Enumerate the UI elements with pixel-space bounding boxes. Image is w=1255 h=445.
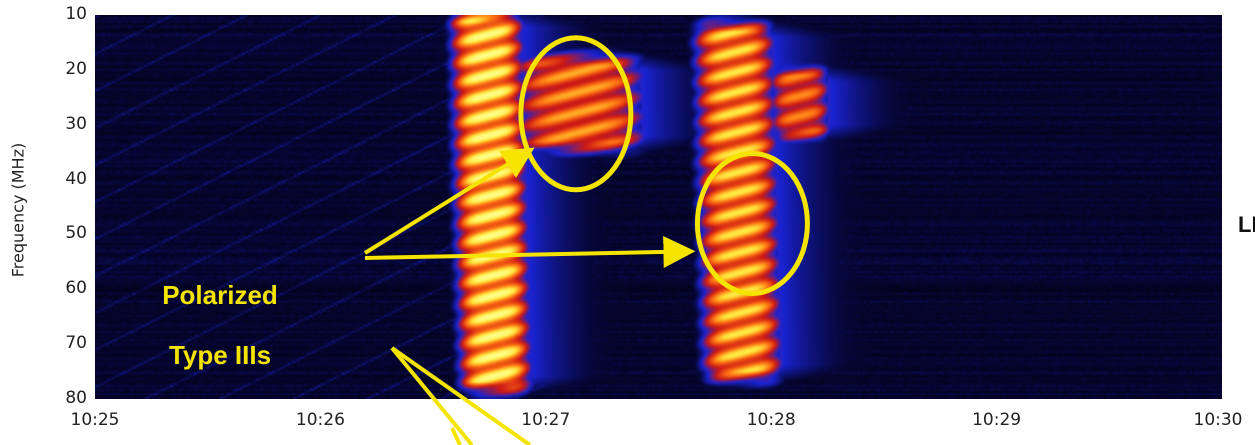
arrow-to-region-1: [363, 147, 535, 255]
type-iiis-label-line2: Type IIIs: [168, 340, 272, 370]
x-tick-label: 10:27: [521, 410, 571, 430]
y-tick-label: 20: [65, 58, 87, 79]
y-tick-label: 80: [65, 388, 87, 408]
x-tick-label: 10:28: [746, 410, 796, 430]
circled-region-1: [518, 35, 634, 193]
pointer-line-c: [450, 427, 462, 445]
arrow-to-region-2: [364, 235, 696, 268]
polarized-label-line1: Polarized: [162, 280, 278, 310]
y-tick-label: 40: [65, 168, 87, 189]
y-tick-label: 30: [65, 113, 87, 134]
x-tick-label: 10:29: [972, 410, 1022, 430]
y-tick-label: 10: [65, 4, 87, 24]
right-edge-text: LI: [1238, 212, 1255, 237]
pointer-line-b: [390, 346, 474, 445]
x-tick-label: 10:30: [1193, 410, 1243, 430]
y-tick-label: 70: [65, 333, 87, 354]
x-tick-label: 10:26: [295, 410, 345, 430]
y-tick-label: 50: [65, 223, 87, 244]
y-tick-label: 60: [65, 278, 87, 299]
pointer-line-a: [390, 346, 532, 445]
circled-region-2: [694, 150, 810, 296]
x-tick-label: 10:25: [70, 410, 120, 430]
dynamic-spectrum-heatmap: [95, 15, 1222, 399]
